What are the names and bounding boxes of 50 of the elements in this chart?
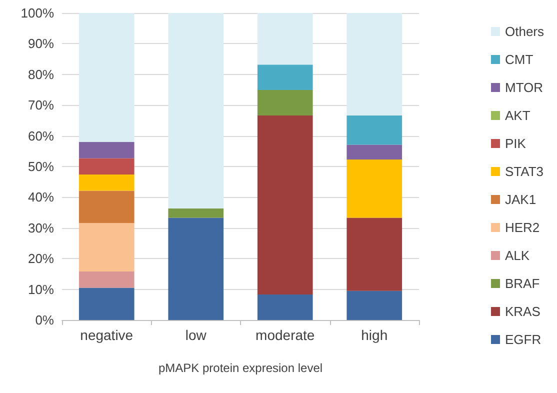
x-tick-label: moderate [256, 327, 315, 343]
bar [78, 222, 134, 272]
legend-label: MTOR [504, 80, 544, 95]
y-tick-label: 60% [28, 128, 54, 144]
bar [346, 13, 402, 116]
bar [346, 116, 402, 145]
bar [346, 159, 402, 218]
y-tick-label: 20% [28, 251, 54, 266]
bar [257, 294, 313, 320]
y-tick-label: 0% [35, 312, 54, 328]
y-tick-label: 70% [28, 98, 54, 113]
y-tick-label: 50% [28, 159, 54, 174]
bar [257, 116, 313, 295]
legend-label: STAT3 [504, 164, 544, 179]
legend-label: AKT [504, 108, 530, 123]
x-tick-label: negative [80, 327, 134, 343]
legend-label: Others [504, 24, 544, 39]
y-tick-label: 10% [28, 282, 54, 297]
legend-label: BRAF [504, 276, 540, 291]
legend-label: HER2 [504, 220, 540, 235]
bar [346, 144, 402, 160]
legend-label: KRAS [504, 304, 541, 319]
y-tick-label: 30% [28, 220, 54, 236]
bar [168, 218, 224, 320]
bar [78, 174, 134, 191]
y-tick-label: 100% [20, 6, 54, 20]
bar [346, 290, 402, 320]
legend-label: CMT [504, 52, 534, 67]
bar [78, 13, 134, 142]
bar [78, 190, 134, 223]
bar [257, 13, 313, 65]
x-tick-label: low [185, 327, 208, 343]
y-tick-label: 80% [28, 66, 54, 82]
y-tick-label: 40% [28, 190, 54, 205]
legend-label: ALK [504, 248, 530, 263]
bar [78, 142, 134, 158]
bar [257, 64, 313, 90]
bar [78, 288, 134, 320]
bar [257, 90, 313, 116]
bar [346, 218, 402, 291]
bar [168, 13, 224, 209]
y-tick-label: 90% [28, 36, 54, 52]
bar [168, 208, 224, 218]
x-axis-title: pMAPK protein expresion level [158, 361, 323, 375]
bar [78, 271, 134, 288]
x-tick-label: high [361, 327, 388, 343]
bar [78, 158, 134, 174]
legend-label: EGFR [504, 332, 542, 347]
legend-label: JAK1 [504, 192, 536, 207]
legend-label: PIK [504, 136, 526, 151]
